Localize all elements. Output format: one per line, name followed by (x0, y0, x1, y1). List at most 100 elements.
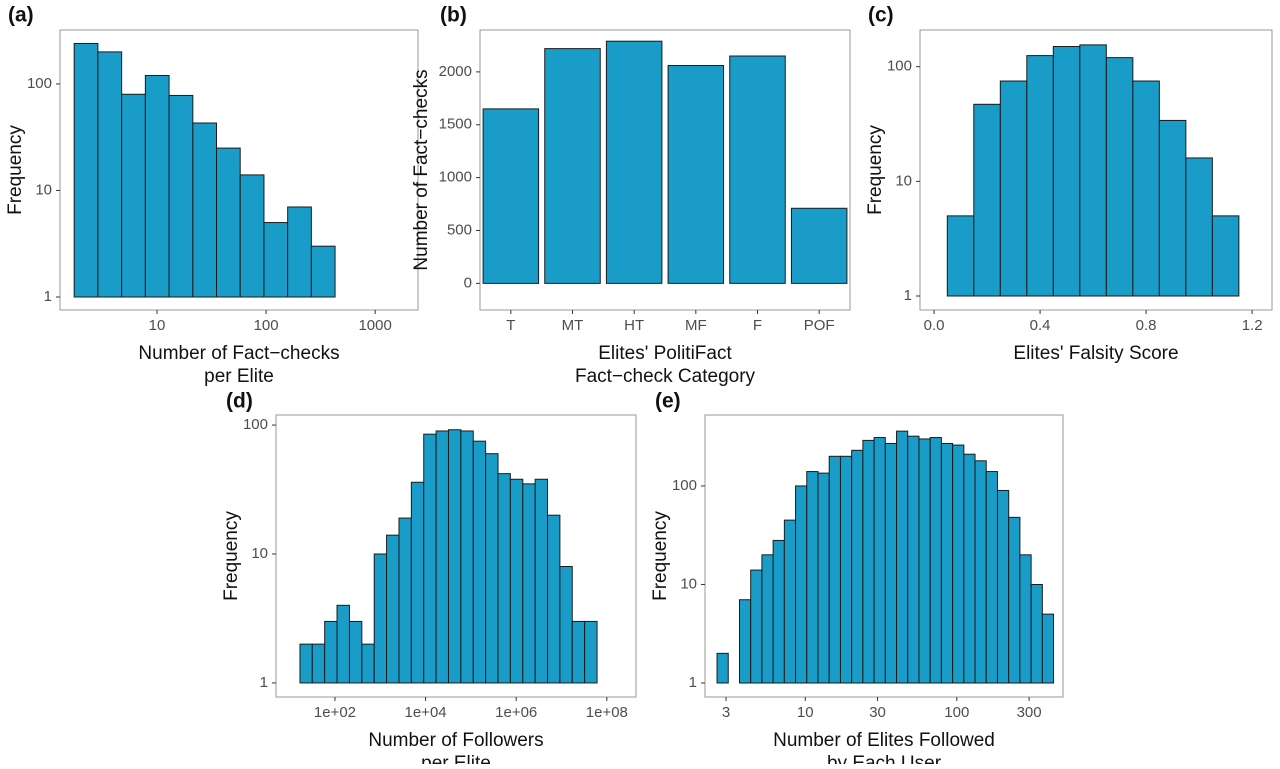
x-tick-label: 1e+04 (405, 704, 447, 721)
bar (667, 65, 725, 284)
x-axis-title: Fact−check Category (575, 366, 756, 387)
histogram-bar (896, 430, 909, 684)
x-tick-label: 3 (722, 704, 730, 721)
histogram-bar (373, 553, 388, 684)
panel-label: (d) (226, 390, 253, 413)
histogram-bar (287, 206, 312, 298)
histogram-bar (497, 473, 511, 684)
histogram-bar (1105, 57, 1134, 297)
histogram-bar (386, 534, 400, 684)
histogram-bar (336, 604, 350, 684)
panel-label: (e) (655, 390, 681, 413)
x-axis-title: Number of Elites Followed (773, 730, 995, 751)
y-tick-label: 1 (904, 287, 912, 304)
y-tick-label: 10 (680, 575, 697, 592)
histogram-bar (884, 442, 898, 684)
x-tick-label: POF (804, 317, 835, 334)
histogram-bar (873, 437, 886, 684)
histogram-bar (522, 483, 536, 684)
y-tick-label: 10 (895, 172, 912, 189)
plot-frame (275, 414, 637, 698)
y-tick-label: 100 (243, 416, 268, 433)
histogram-bar (1026, 55, 1054, 297)
histogram-bar (299, 643, 313, 684)
histogram-bar (472, 440, 487, 684)
y-tick-label: 2000 (439, 63, 472, 80)
histogram-bar (547, 514, 561, 684)
histogram-bar (73, 42, 99, 298)
histogram-bar (571, 620, 586, 684)
histogram-bar (963, 453, 976, 684)
x-tick-label: MF (685, 317, 707, 334)
y-tick-label: 1500 (439, 116, 472, 133)
x-tick-label: 100 (944, 704, 969, 721)
y-tick-label: 10 (251, 545, 268, 562)
x-tick-label: 1.2 (1242, 317, 1263, 334)
histogram-bar (460, 430, 474, 684)
x-tick-label: 10 (797, 704, 814, 721)
histogram-bar (435, 430, 449, 684)
histogram-bar (192, 122, 217, 298)
plot-frame (59, 29, 419, 311)
histogram-bar (121, 93, 146, 298)
plot-frame (479, 29, 851, 311)
y-axis-title: Number of Fact−checks (411, 69, 432, 270)
histogram-bar (311, 643, 326, 684)
histogram-bar (946, 215, 975, 297)
histogram-bar (410, 481, 425, 684)
x-tick-label: 0.0 (924, 317, 945, 334)
histogram-bar (361, 643, 375, 684)
y-tick-label: 10 (35, 181, 52, 198)
y-axis-title: Frequency (221, 511, 242, 601)
histogram-bar (952, 444, 965, 684)
histogram-bar (1052, 46, 1081, 297)
x-tick-label: 30 (869, 704, 886, 721)
y-axis-title: Frequency (5, 125, 26, 215)
x-axis-title: per Elite (204, 366, 274, 387)
x-axis-title: Elites' PolitiFact (598, 343, 732, 364)
histogram-bar (584, 620, 598, 684)
histogram-bar (534, 478, 549, 684)
histogram-bar (1185, 157, 1213, 297)
plot-frame (704, 414, 1064, 698)
y-tick-label: 100 (887, 58, 912, 75)
histogram-bar (918, 438, 931, 684)
y-tick-label: 1 (260, 674, 268, 691)
histogram-bar (828, 455, 841, 684)
x-tick-label: 1e+06 (495, 704, 537, 721)
histogram-bar (447, 429, 462, 684)
panel-label: (a) (8, 4, 34, 27)
histogram-bar (839, 455, 853, 684)
x-tick-label: 300 (1017, 704, 1042, 721)
histogram-bar (973, 103, 1001, 297)
y-tick-label: 100 (27, 75, 52, 92)
bar (605, 40, 663, 284)
y-tick-label: 1000 (439, 169, 472, 186)
histogram-bar (750, 569, 763, 684)
histogram-bar (310, 245, 336, 298)
bar (544, 48, 601, 284)
x-axis-title: Number of Followers (368, 730, 543, 751)
histogram-bar (940, 442, 954, 684)
x-tick-label: 10 (149, 317, 166, 334)
bar (790, 207, 848, 284)
histogram-bar (806, 471, 819, 684)
histogram-bar (144, 75, 170, 298)
histogram-bar (485, 453, 499, 684)
histogram-bar (999, 80, 1028, 297)
histogram-bar (795, 485, 808, 684)
histogram-bar (783, 519, 797, 684)
histogram-bar (974, 460, 987, 684)
bar (729, 55, 786, 284)
histogram-bar (215, 147, 241, 298)
histogram-bar (1079, 44, 1107, 297)
histogram-bar (348, 620, 363, 684)
x-axis-title: per Elite (421, 753, 491, 764)
x-tick-label: 0.4 (1030, 317, 1051, 334)
x-axis-title: Elites' Falsity Score (1013, 343, 1178, 364)
histogram-bar (263, 222, 289, 298)
x-tick-label: 0.8 (1136, 317, 1157, 334)
histogram-bar (1008, 516, 1021, 684)
histogram-bar (423, 433, 437, 684)
